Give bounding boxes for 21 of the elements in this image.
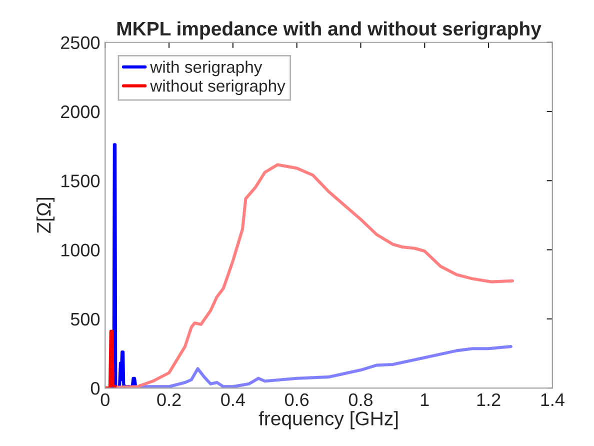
y-tick-label: 500 [70,312,100,326]
x-tick-label: 1 [420,394,429,406]
line-series [105,330,120,388]
y-tick-label: 2500 [61,36,100,50]
x-tick-label: 1.2 [477,393,500,406]
chart-title: MKPL impedance with and without serigraphy [117,21,542,40]
x-tick-label: 0.4 [221,393,245,406]
legend-label: with serigraphy [150,60,262,76]
x-tick-label: 0.8 [348,393,372,406]
x-tick-label: 0.2 [157,393,181,406]
y-tick-label: 0 [90,382,100,395]
x-axis-title: frequency [GHz] [258,411,398,430]
x-tick-label: 0.6 [284,393,309,406]
y-tick-label: 1500 [61,174,100,188]
y-axis-title: Z[Ω] [36,198,55,234]
line-series [116,163,514,388]
x-tick-label: 0 [100,393,110,406]
y-tick-label: 1000 [61,244,100,256]
y-tick-label: 2000 [61,105,100,118]
x-tick-label: 1.4 [541,394,564,406]
legend-label: without serigraphy [150,80,286,96]
